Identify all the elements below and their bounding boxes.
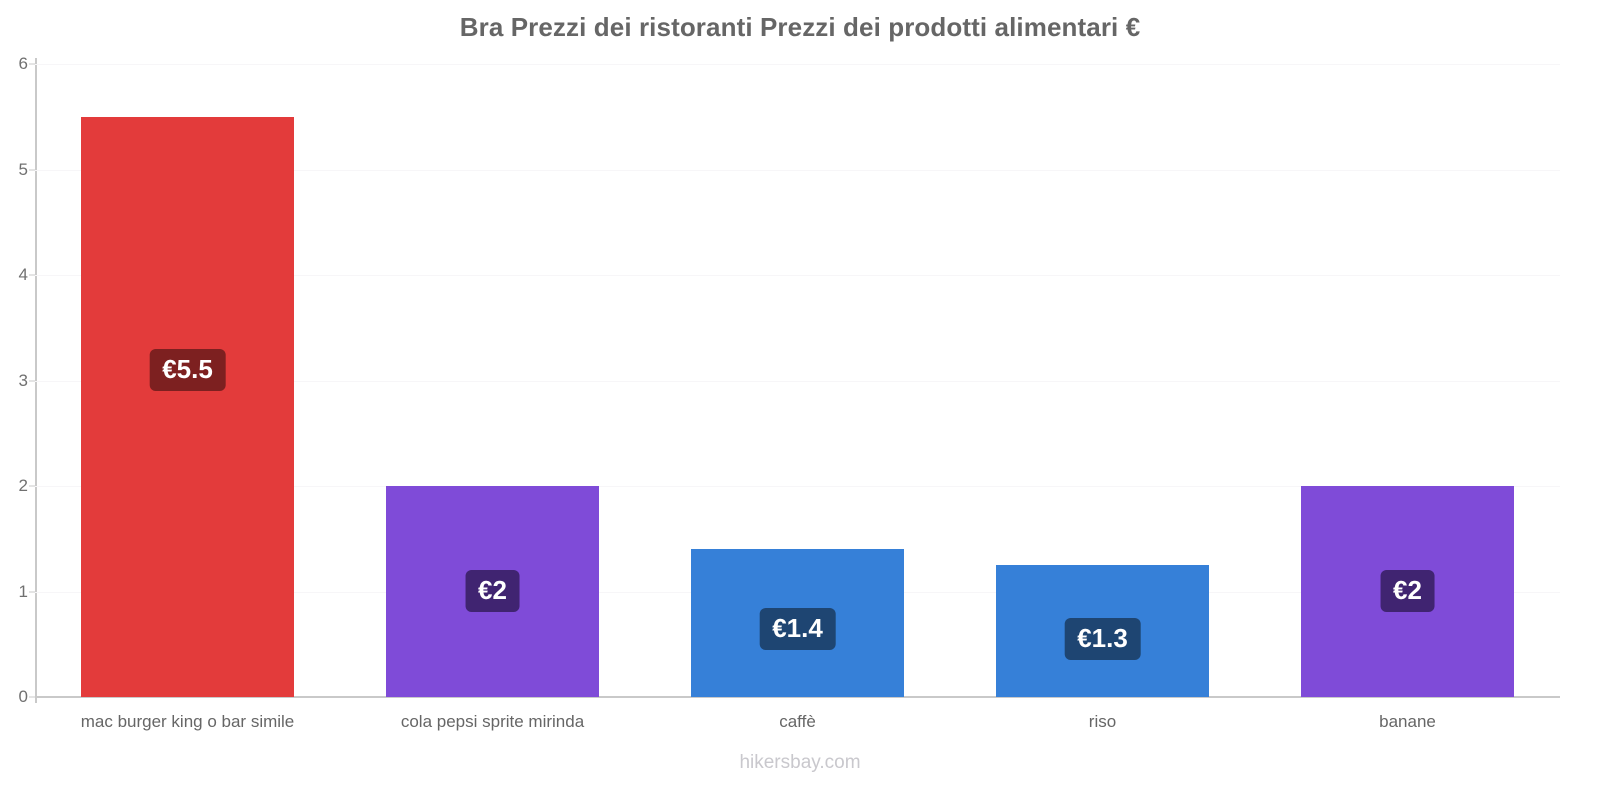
gridline	[35, 275, 1560, 276]
bar-value-label: €5.5	[149, 348, 226, 391]
y-axis-tick-label: 3	[18, 370, 28, 390]
footer-credit: hikersbay.com	[739, 752, 861, 773]
plot-area: €5.5 €2 €1.4 €1.3 €2	[35, 64, 1560, 697]
y-axis-tick-label: 0	[18, 687, 28, 706]
bar-value-label: €2	[465, 570, 520, 613]
bar-value-label: €2	[1380, 570, 1435, 613]
bar-value-label: €1.4	[759, 608, 836, 651]
bar[interactable]: €2	[1300, 486, 1515, 697]
y-axis-tick-label: 5	[18, 159, 28, 179]
y-axis-tick-mark	[29, 63, 37, 65]
gridline	[35, 486, 1560, 487]
y-axis-tick-mark	[29, 485, 37, 487]
gridline	[35, 169, 1560, 171]
y-axis-tick-mark	[29, 169, 37, 170]
y-axis-tick-label: 6	[18, 54, 28, 73]
bar[interactable]: €1.3	[995, 565, 1210, 697]
bar[interactable]: €2	[385, 486, 600, 697]
y-axis-tick-mark	[29, 274, 37, 276]
y-axis-tick-label: 4	[18, 265, 28, 284]
gridline	[35, 64, 1560, 65]
x-axis-category-label: banane	[1379, 712, 1436, 731]
bar[interactable]: €1.4	[690, 549, 905, 697]
bar[interactable]: €5.5	[80, 116, 295, 697]
y-axis-tick-mark	[29, 591, 37, 592]
y-axis-tick-label: 1	[18, 581, 28, 601]
y-axis-tick-mark	[29, 380, 37, 381]
x-axis-category-label: riso	[1088, 712, 1117, 731]
x-axis-line	[35, 696, 1560, 698]
y-axis-tick-label: 2	[18, 476, 28, 495]
x-axis-category-label: mac burger king o bar simile	[80, 712, 295, 731]
x-axis-category-label: cola pepsi sprite mirinda	[400, 712, 585, 731]
x-axis-category-label: caffè	[779, 712, 816, 731]
bar-value-label: €1.3	[1064, 617, 1141, 660]
gridline	[35, 380, 1560, 382]
page-title: Bra Prezzi dei ristoranti Prezzi dei pro…	[459, 12, 1141, 42]
y-axis-tick-mark	[29, 696, 37, 698]
